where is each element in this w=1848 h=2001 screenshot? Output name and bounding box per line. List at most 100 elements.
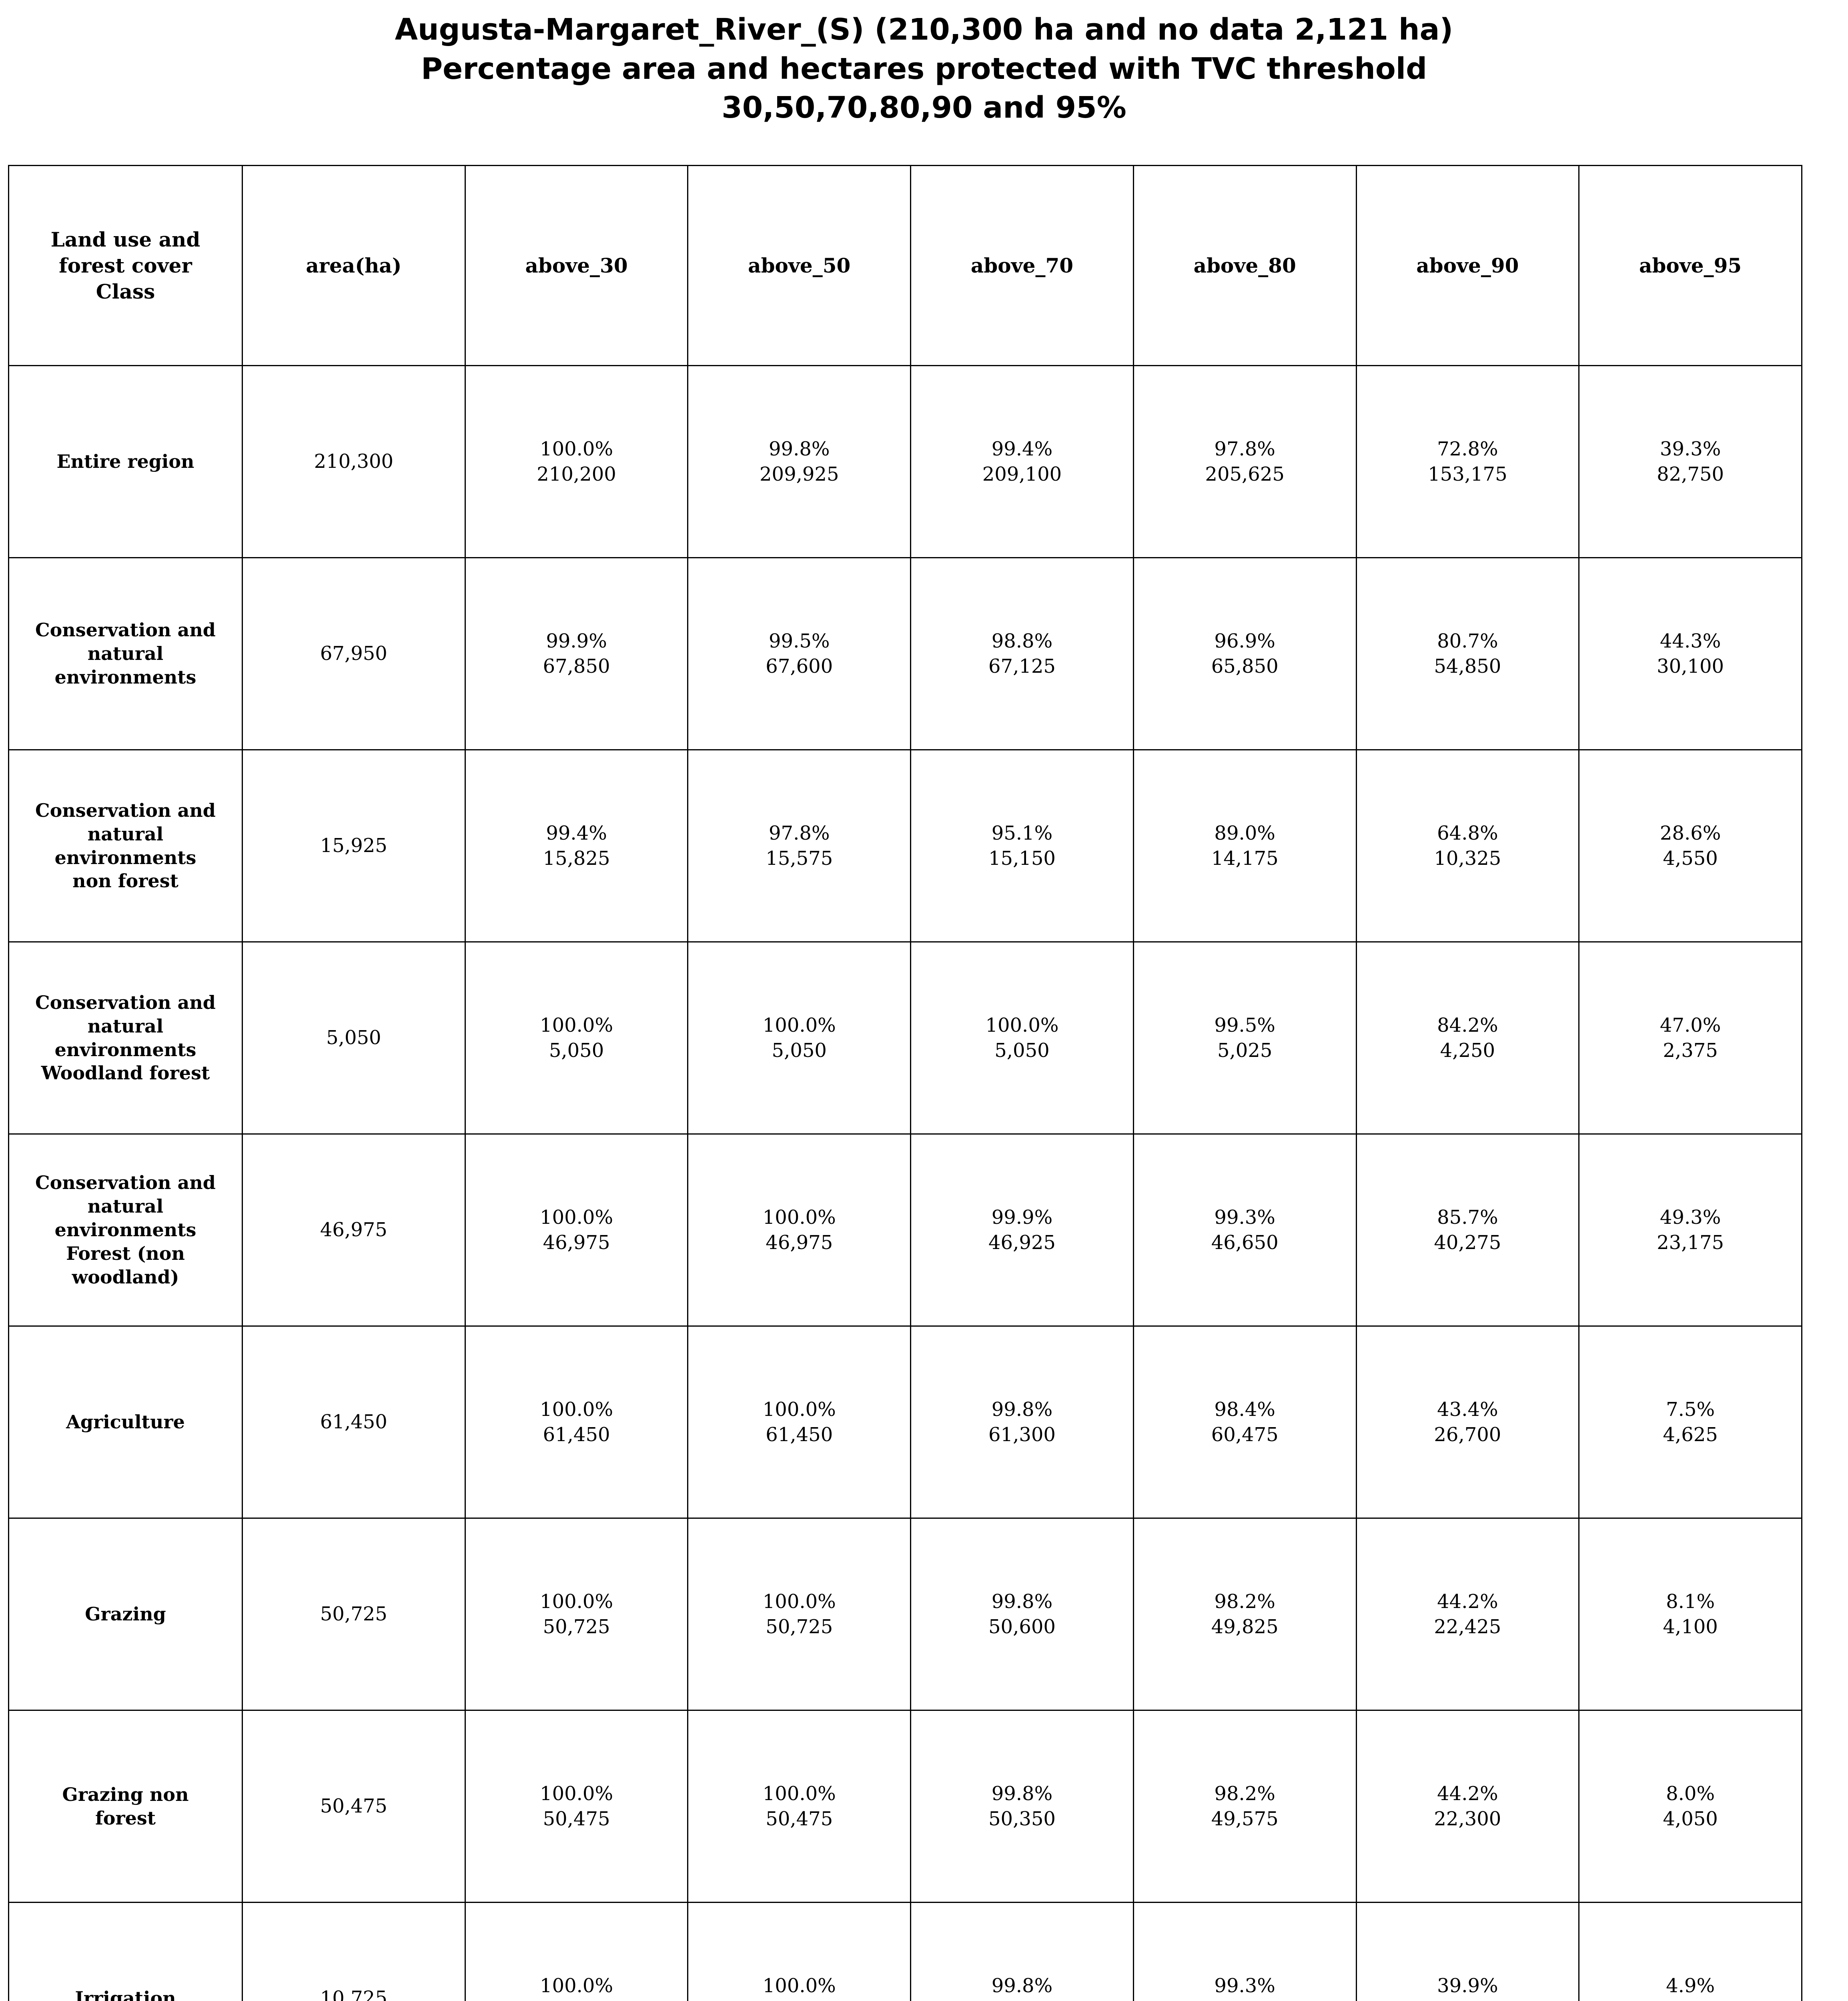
title-line-2: Percentage area and hectares protected w… (421, 51, 1427, 86)
percent-value: 99.9% (991, 1206, 1053, 1229)
hectares-value: 50,600 (988, 1615, 1056, 1638)
table-row: Grazing non forest 50,475 100.0% 50,475 100.… (8, 1710, 1802, 1903)
hectares-value: 61,450 (543, 1423, 610, 1446)
percent-value: 100.0% (540, 1590, 613, 1613)
area-cell: 61,450 (242, 1325, 466, 1519)
hectares-value: 50,475 (543, 1807, 610, 1830)
threshold-cell: 99.3% 10,650 (1132, 1902, 1357, 2001)
hectares-value: 210,200 (537, 463, 616, 485)
percent-value: 100.0% (762, 1014, 836, 1037)
hectares-value: 50,725 (766, 1615, 833, 1638)
hectares-value: 4,550 (1663, 847, 1718, 870)
hectares-value: 82,750 (1657, 463, 1724, 485)
threshold-cell: 100.0% 10,725 (464, 1902, 689, 2001)
percent-value: 100.0% (762, 1975, 836, 1997)
threshold-cell: 99.5% 5,025 (1132, 941, 1357, 1135)
percent-value: 99.3% (1214, 1206, 1275, 1229)
percent-value: 80.7% (1437, 630, 1498, 653)
percent-value: 44.3% (1660, 630, 1721, 653)
percent-value: 100.0% (985, 1014, 1059, 1037)
hectares-value: 15,575 (766, 847, 833, 870)
threshold-cell: 96.9% 65,850 (1132, 557, 1357, 750)
hectares-value: 26,700 (1434, 1423, 1501, 1446)
threshold-cell: 99.8% 50,350 (910, 1710, 1134, 1903)
hectares-value: 67,850 (543, 655, 610, 678)
threshold-cell: 97.8% 15,575 (687, 749, 912, 942)
area-cell: 5,050 (242, 941, 466, 1135)
hectares-value: 40,275 (1434, 1231, 1501, 1254)
hectares-value: 50,475 (766, 1807, 833, 1830)
percent-value: 99.5% (769, 630, 830, 653)
col-header-above-30: above_30 (464, 165, 689, 366)
row-label: Grazing (8, 1518, 243, 1711)
hectares-value: 4,250 (1440, 1039, 1495, 1062)
row-label: Conservation and natural environments Fo… (8, 1133, 243, 1327)
table-header: Land use and forest cover Class area(ha)… (8, 165, 1802, 366)
threshold-cell: 99.9% 46,925 (910, 1133, 1134, 1327)
hectares-value: 46,925 (988, 1231, 1056, 1254)
hectares-value: 4,625 (1663, 1423, 1718, 1446)
percent-value: 99.8% (991, 1975, 1053, 1997)
percent-value: 44.2% (1437, 1590, 1498, 1613)
hectares-value: 10,650 (1138, 1999, 1352, 2001)
area-cell: 46,975 (242, 1133, 466, 1327)
hectares-value: 22,300 (1434, 1807, 1501, 1830)
percent-value: 98.2% (1214, 1590, 1275, 1613)
threshold-cell: 39.9% 4,275 (1355, 1902, 1580, 2001)
percent-value: 99.9% (546, 630, 607, 653)
col-header-above-95: above_95 (1578, 165, 1802, 366)
threshold-cell: 99.4% 209,100 (910, 365, 1134, 558)
threshold-cell: 100.0% 50,475 (687, 1710, 912, 1903)
percent-value: 100.0% (540, 1975, 613, 1997)
row-label: Irrigation (8, 1902, 243, 2001)
hectares-value: 10,700 (915, 1999, 1129, 2001)
table-row: Conservation and natural environments no… (8, 749, 1802, 942)
hectares-value: 60,475 (1211, 1423, 1279, 1446)
hectares-value: 30,100 (1657, 655, 1724, 678)
percent-value: 64.8% (1437, 822, 1498, 845)
table-row: Grazing 50,725 100.0% 50,725 100.0% 50,725 99.… (8, 1518, 1802, 1711)
table-row: Entire region 210,300 100.0% 210,200 99.8% 20… (8, 365, 1802, 558)
threshold-cell: 98.2% 49,575 (1132, 1710, 1357, 1903)
threshold-cell: 44.2% 22,300 (1355, 1710, 1580, 1903)
hectares-value: 67,125 (988, 655, 1056, 678)
percent-value: 100.0% (540, 438, 613, 461)
threshold-cell: 99.5% 67,600 (687, 557, 912, 750)
threshold-cell: 100.0% 5,050 (687, 941, 912, 1135)
hectares-value: 5,050 (772, 1039, 827, 1062)
threshold-cell: 100.0% 61,450 (464, 1325, 689, 1519)
table-row: Agriculture 61,450 100.0% 61,450 100.0% 61,45… (8, 1325, 1802, 1519)
col-header-above-80: above_80 (1132, 165, 1357, 366)
percent-value: 100.0% (762, 1782, 836, 1805)
threshold-cell: 100.0% 50,725 (464, 1518, 689, 1711)
row-label: Conservation and natural environments Wo… (8, 941, 243, 1135)
percent-value: 49.3% (1660, 1206, 1721, 1229)
percent-value: 7.5% (1666, 1398, 1715, 1421)
threshold-cell: 99.3% 46,650 (1132, 1133, 1357, 1327)
percent-value: 98.4% (1214, 1398, 1275, 1421)
threshold-cell: 100.0% 10,725 (687, 1902, 912, 2001)
threshold-cell: 99.8% 209,925 (687, 365, 912, 558)
hectares-value: 5,050 (994, 1039, 1050, 1062)
percent-value: 97.8% (1214, 438, 1275, 461)
percent-value: 100.0% (762, 1398, 836, 1421)
hectares-value: 46,975 (543, 1231, 610, 1254)
hectares-value: 50,725 (543, 1615, 610, 1638)
percent-value: 99.4% (991, 438, 1053, 461)
percent-value: 44.2% (1437, 1782, 1498, 1805)
row-label: Conservation and natural environments (8, 557, 243, 750)
hectares-value: 61,300 (988, 1423, 1056, 1446)
percent-value: 99.8% (991, 1782, 1053, 1805)
hectares-value: 5,050 (549, 1039, 604, 1062)
percent-value: 97.8% (769, 822, 830, 845)
row-label: Grazing non forest (8, 1710, 243, 1903)
hectares-value: 205,625 (1205, 463, 1285, 485)
area-cell: 10,725 (242, 1902, 466, 2001)
percent-value: 98.2% (1214, 1782, 1275, 1805)
percent-value: 39.3% (1660, 438, 1721, 461)
threshold-cell: 100.0% 50,725 (687, 1518, 912, 1711)
threshold-cell: 99.4% 15,825 (464, 749, 689, 942)
threshold-cell: 89.0% 14,175 (1132, 749, 1357, 942)
header-row: Land use and forest cover Class area(ha)… (8, 165, 1802, 366)
hectares-value: 5,025 (1217, 1039, 1273, 1062)
